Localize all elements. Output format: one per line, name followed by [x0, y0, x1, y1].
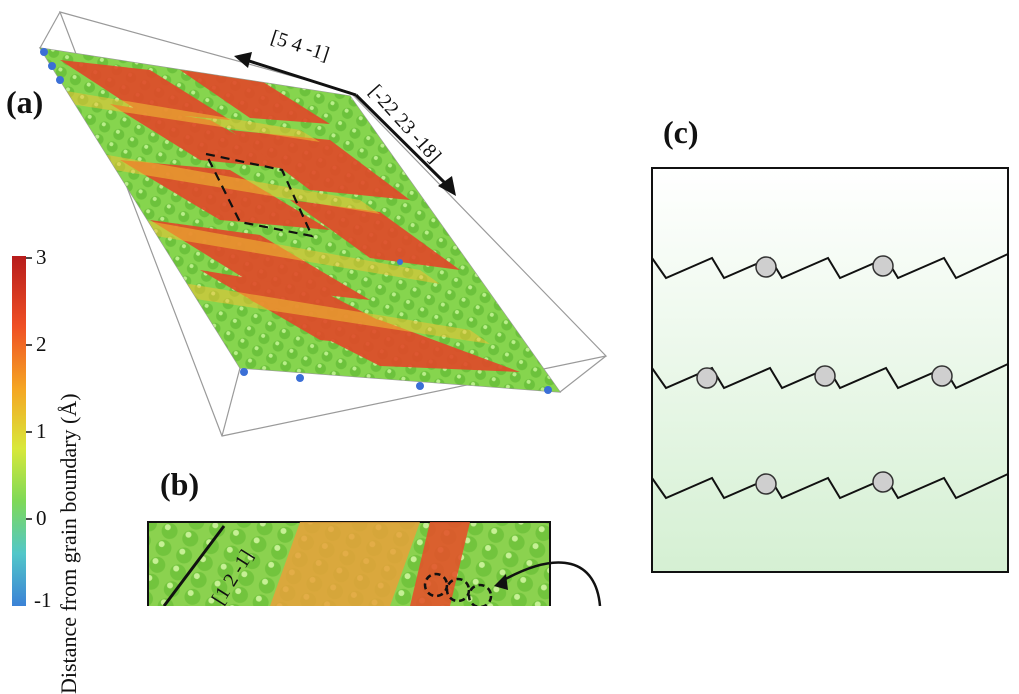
dashed-unit-cell — [203, 152, 314, 238]
colorbar-tick-2: 2 — [36, 332, 47, 356]
figure-canvas: [5 4 -1] [-22 23 -18] [1 2 -1] — [12, 11, 1009, 606]
solute-atoms — [696, 255, 953, 495]
panel-a-label: (a) — [6, 84, 44, 120]
curved-arrow — [499, 561, 602, 606]
colorbar-tick-3: 3 — [36, 245, 47, 269]
panel-b-label: (b) — [160, 466, 200, 502]
colorbar-tick-0: 0 — [36, 506, 47, 530]
colorbar-axis-label: Distance from grain boundary (Å) — [56, 393, 81, 694]
panel-c-schematic — [651, 167, 1009, 573]
sawtooth-boundary-3 — [651, 473, 1009, 500]
colorbar-tick-neg1: -1 — [34, 588, 52, 612]
atomic-slab — [40, 48, 560, 394]
slab-edge-atoms — [40, 48, 552, 394]
panel-c-label: (c) — [663, 114, 699, 150]
direction-label-541: [5 4 -1] — [268, 26, 332, 65]
direction-arrows — [234, 52, 456, 196]
panel-b-zoom: [1 2 -1] — [147, 521, 602, 606]
dashed-atoms — [423, 572, 493, 606]
sawtooth-boundary-1 — [651, 253, 1009, 280]
colorbar-ticks — [26, 257, 32, 520]
grain-boundary-stripes — [60, 60, 520, 372]
colorbar — [12, 256, 26, 606]
colorbar-tick-1: 1 — [36, 419, 47, 443]
